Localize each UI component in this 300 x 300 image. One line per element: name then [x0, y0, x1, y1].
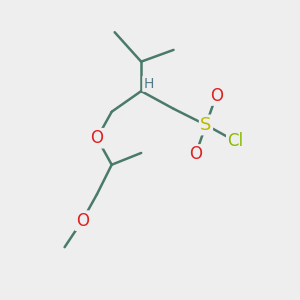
Text: O: O	[210, 86, 223, 104]
Text: H: H	[143, 77, 154, 91]
Text: O: O	[91, 129, 103, 147]
Text: S: S	[200, 116, 211, 134]
Text: O: O	[189, 146, 202, 164]
Text: Cl: Cl	[227, 132, 244, 150]
Text: O: O	[76, 212, 89, 230]
